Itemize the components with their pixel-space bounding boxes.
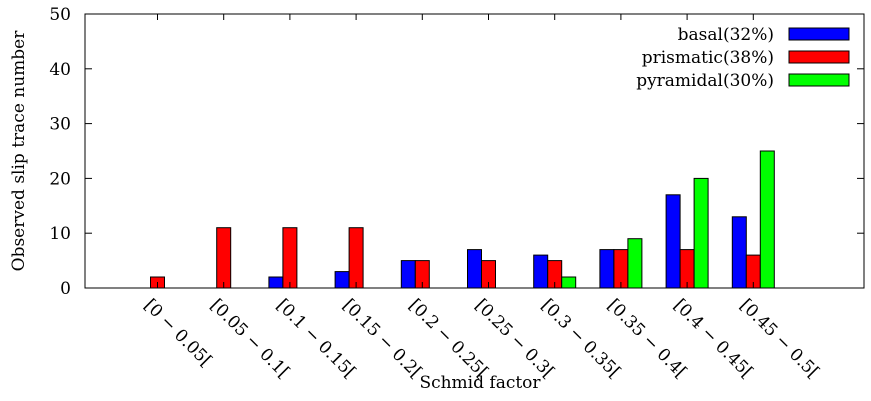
bars-group: [150, 150, 775, 289]
x-tick-label: [0 − 0.05[: [140, 295, 216, 371]
bar-basal-5: [467, 249, 482, 289]
bar-basal-4: [400, 260, 416, 289]
y-tick-label: 20: [49, 169, 71, 189]
y-tick-label: 10: [49, 224, 71, 244]
legend: basal(32%) prismatic(38%) pyramidal(30%): [636, 25, 850, 91]
plot-frame: [84, 13, 865, 289]
legend-label: prismatic(38%): [642, 48, 774, 68]
x-axis-title: Schmid factor: [419, 373, 541, 393]
bar-pyramidal-8: [693, 177, 709, 289]
y-tick-label: 40: [49, 60, 71, 80]
bar-basal-9: [731, 216, 747, 289]
legend-label: pyramidal(30%): [636, 71, 774, 91]
y-axis-title: Observed slip trace number: [9, 30, 29, 272]
legend-swatch: [788, 27, 850, 41]
bar-basal-2: [268, 276, 284, 289]
legend-label: basal(32%): [678, 25, 774, 45]
bar-pyramidal-9: [759, 150, 775, 289]
x-axis: [0 − 0.05[[0.05 − 0.1[[0.1 − 0.15[[0.15 …: [140, 14, 823, 383]
bar-basal-6: [533, 254, 549, 289]
bar-pyramidal-6: [561, 276, 577, 289]
bar-basal-3: [334, 271, 350, 289]
bar-prismatic-1: [216, 227, 232, 289]
y-tick-label: 50: [49, 5, 71, 25]
y-axis: 0 10 20 30 40 50: [49, 5, 864, 299]
bar-prismatic-2: [282, 227, 298, 289]
y-tick-label: 30: [49, 115, 71, 135]
bar-basal-7: [599, 249, 615, 289]
bar-pyramidal-7: [627, 238, 643, 289]
bar-basal-8: [665, 194, 681, 289]
legend-swatch: [788, 50, 850, 64]
bar-prismatic-3: [348, 227, 364, 289]
legend-swatch: [788, 73, 850, 87]
y-tick-label: 0: [60, 279, 71, 299]
